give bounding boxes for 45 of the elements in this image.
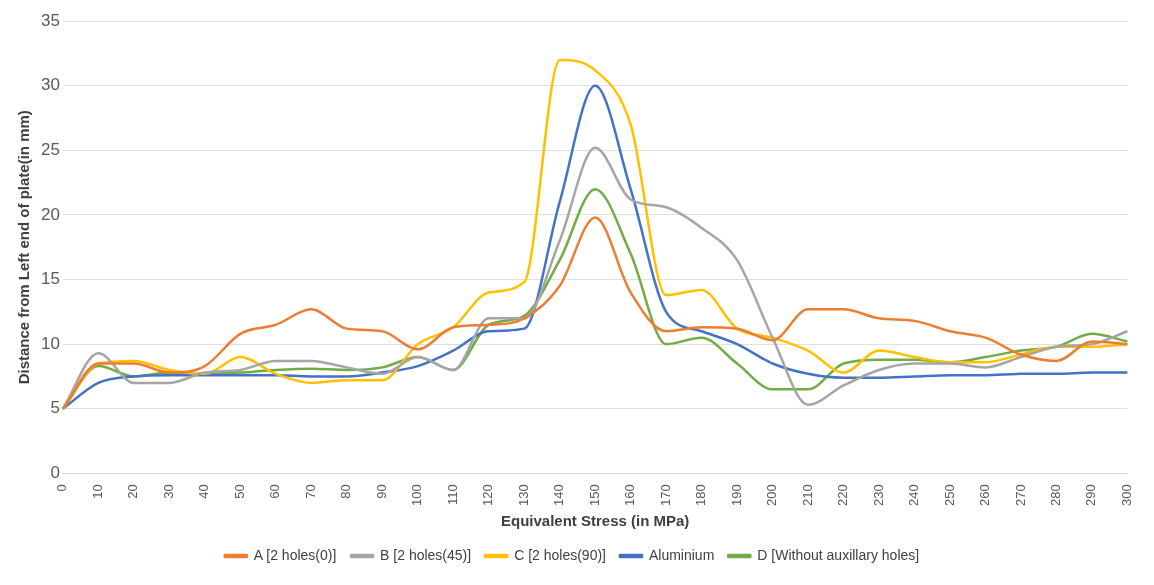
x-tick-label: 110 — [444, 484, 460, 506]
x-tick-label: 260 — [977, 484, 993, 507]
x-tick-label: 150 — [586, 484, 602, 507]
x-tick-label: 160 — [622, 484, 638, 507]
x-tick-label: 300 — [1118, 484, 1134, 507]
x-tick-label: 100 — [409, 484, 425, 507]
y-tick-label: 35 — [40, 10, 60, 30]
x-tick-label: 70 — [302, 484, 318, 499]
x-tick-label: 40 — [196, 484, 212, 499]
y-tick-label: 20 — [40, 204, 60, 224]
legend-label: B [2 holes(45)] — [380, 546, 472, 563]
y-tick-label: 10 — [40, 333, 60, 353]
y-tick-label: 25 — [40, 140, 60, 160]
x-tick-label: 50 — [231, 484, 247, 499]
x-tick-label: 170 — [657, 484, 673, 507]
x-tick-label: 270 — [1012, 484, 1028, 507]
x-tick-label: 90 — [373, 484, 389, 499]
x-tick-label: 250 — [941, 484, 957, 507]
x-tick-label: 230 — [870, 484, 886, 507]
legend-label: A [2 holes(0)] — [253, 546, 337, 563]
x-tick-label: 280 — [1048, 484, 1064, 507]
x-axis-title: Equivalent Stress (in MPa) — [500, 512, 690, 530]
x-tick-label: 120 — [480, 484, 496, 507]
x-tick-label: 240 — [906, 484, 922, 507]
y-tick-label: 5 — [50, 398, 60, 418]
x-tick-label: 30 — [160, 484, 176, 499]
x-tick-label: 210 — [799, 484, 815, 507]
legend-label: Aluminium — [648, 546, 715, 563]
y-tick-label: 30 — [40, 75, 60, 95]
x-tick-label: 290 — [1083, 484, 1099, 507]
y-axis-title: Distance from Left end of plate(in mm) — [15, 110, 33, 385]
x-tick-label: 220 — [835, 484, 851, 507]
x-tick-label: 10 — [89, 484, 105, 499]
x-tick-label: 80 — [338, 484, 354, 499]
x-tick-label: 60 — [267, 484, 283, 499]
legend-label: C [2 holes(90)] — [514, 546, 606, 563]
x-tick-label: 140 — [551, 484, 567, 507]
x-tick-label: 20 — [125, 484, 141, 499]
x-tick-label: 190 — [728, 484, 744, 507]
y-tick-label: 15 — [40, 269, 60, 289]
legend-label: D [Without auxillary holes] — [757, 546, 920, 563]
y-tick-label: 0 — [50, 463, 60, 482]
x-tick-label: 200 — [764, 484, 780, 507]
x-tick-label: 180 — [693, 484, 709, 507]
x-tick-label: 130 — [515, 484, 531, 507]
